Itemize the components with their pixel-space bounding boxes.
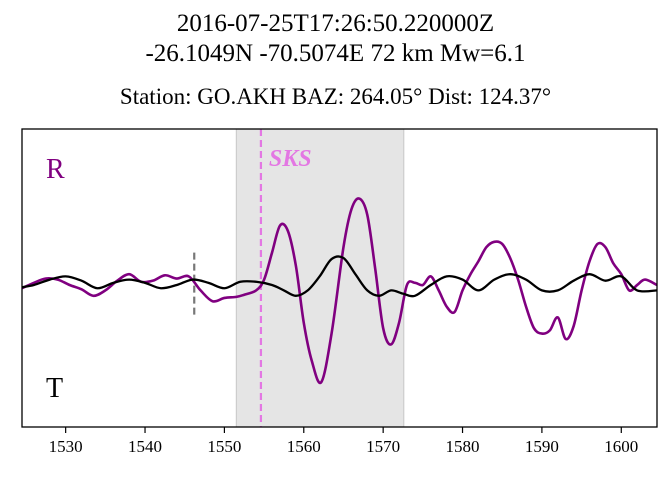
x-tick-label-1600: 1600: [604, 437, 638, 456]
series-line-r: [21, 197, 658, 385]
series-line-t: [21, 255, 658, 298]
x-tick-label-1550: 1550: [207, 437, 241, 456]
x-tick-label-1530: 1530: [49, 437, 83, 456]
x-tick-label-1570: 1570: [366, 437, 400, 456]
event-time-title: 2016-07-25T17:26:50.220000Z: [176, 10, 495, 37]
x-tick-label-1580: 1580: [446, 437, 480, 456]
plot-frame: [21, 128, 658, 428]
channel-label-r: R: [46, 154, 65, 185]
x-tick-label-1540: 1540: [128, 437, 162, 456]
event-location-title: -26.1049N -70.5074E 72 km Mw=6.1: [145, 40, 526, 67]
phase-label-sks: SKS: [269, 146, 312, 172]
x-tick-label-1560: 1560: [287, 437, 321, 456]
channel-label-t: T: [46, 373, 63, 404]
station-info-title: Station: GO.AKH BAZ: 264.05° Dist: 124.3…: [119, 84, 552, 109]
x-tick-label-1590: 1590: [525, 437, 559, 456]
